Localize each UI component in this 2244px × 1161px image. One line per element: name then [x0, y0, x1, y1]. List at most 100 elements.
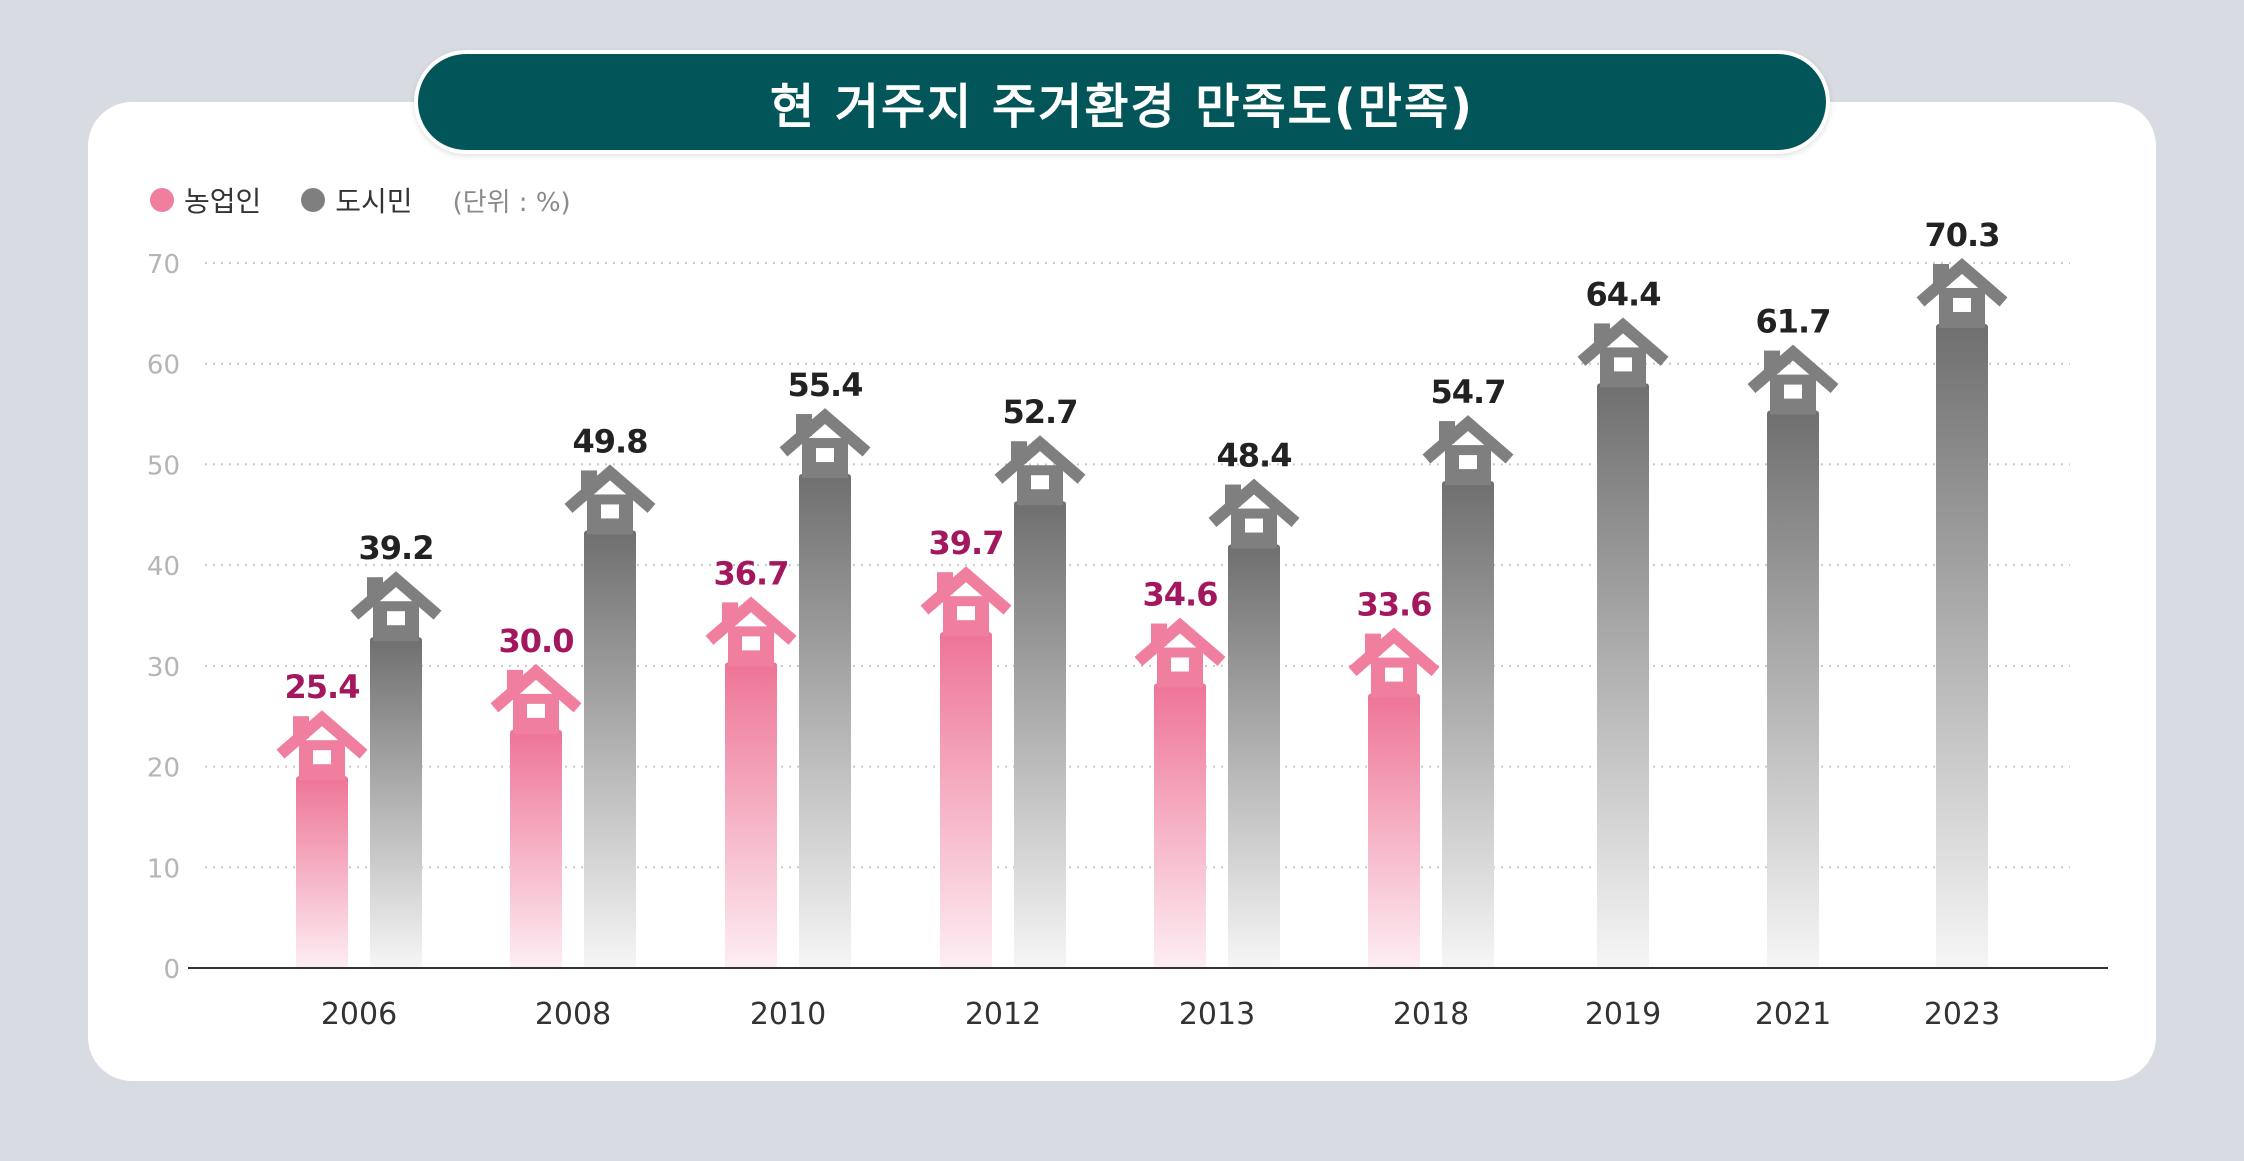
house-window	[527, 703, 545, 718]
house-window	[1459, 455, 1477, 470]
x-tick-label: 2023	[1924, 997, 2000, 1032]
house-window	[1614, 357, 1632, 372]
house-roof	[564, 464, 656, 513]
bar-farmer	[510, 729, 562, 968]
house-icon	[920, 566, 1012, 637]
house-roof	[1747, 344, 1839, 394]
data-label-city: 52.7	[1003, 393, 1078, 431]
house-icon	[564, 464, 656, 535]
bar-farmer	[725, 662, 777, 968]
house-roof	[920, 566, 1012, 615]
house-icon	[1422, 415, 1514, 486]
house-icon	[350, 571, 442, 642]
bar-city	[1767, 410, 1819, 968]
y-tick-label: 40	[147, 552, 180, 582]
bar-city	[1936, 323, 1988, 968]
house-roof	[1208, 478, 1300, 528]
house-icon	[1916, 258, 2008, 328]
house-icon	[1134, 617, 1226, 688]
house-roof	[1134, 617, 1226, 666]
house-roof	[1422, 415, 1514, 464]
y-tick-label: 70	[147, 250, 180, 280]
house-window	[742, 636, 760, 651]
bar-farmer	[1154, 683, 1206, 968]
data-label-city: 70.3	[1925, 216, 2000, 254]
data-label-farmer: 39.7	[929, 524, 1004, 562]
x-tick-label: 2013	[1179, 997, 1255, 1032]
data-label-farmer: 36.7	[714, 554, 789, 592]
data-label-city: 54.7	[1431, 373, 1506, 411]
bar-city	[1014, 501, 1066, 968]
house-roof	[276, 710, 368, 759]
house-window	[1031, 475, 1049, 490]
house-window	[1784, 384, 1802, 399]
house-window	[1171, 657, 1189, 672]
title-banner: 현 거주지 주거환경 만족도(만족)	[414, 50, 1830, 154]
house-roof	[1348, 627, 1440, 677]
legend-dot-farmer	[150, 188, 174, 212]
house-roof	[1916, 258, 2008, 307]
house-window	[1385, 667, 1403, 682]
data-label-city: 48.4	[1217, 437, 1292, 475]
house-window	[313, 750, 331, 765]
data-label-city: 61.7	[1756, 303, 1831, 341]
y-tick-label: 30	[147, 653, 180, 683]
house-window	[1953, 297, 1971, 312]
house-roof	[705, 596, 797, 645]
bar-city	[1442, 481, 1494, 968]
y-tick-label: 20	[147, 754, 180, 784]
x-tick-label: 2006	[321, 997, 397, 1032]
house-window	[957, 606, 975, 621]
legend-item-farmer: 농업인	[150, 180, 261, 220]
legend-label-farmer: 농업인	[184, 185, 262, 218]
data-label-city: 39.2	[359, 529, 434, 567]
x-tick-label: 2019	[1585, 997, 1661, 1032]
data-label-farmer: 30.0	[499, 622, 574, 660]
bar-city	[370, 637, 422, 968]
x-tick-label: 2008	[535, 997, 611, 1032]
house-icon	[490, 663, 582, 734]
data-label-farmer: 34.6	[1143, 576, 1218, 614]
data-label-farmer: 25.4	[285, 668, 360, 706]
house-roof	[1577, 317, 1669, 366]
bar-farmer	[940, 632, 992, 968]
y-tick-label: 10	[147, 854, 180, 884]
bar-city	[1228, 544, 1280, 968]
bar-city	[584, 530, 636, 968]
bar-city	[799, 474, 851, 968]
house-icon	[1208, 478, 1300, 549]
data-label-city: 49.8	[573, 422, 648, 460]
legend: 농업인 도시민 (단위 : %)	[150, 180, 571, 220]
x-axis-ticks: 2006 2008 2010 2012 2013 2018 2019 2021 2023	[321, 997, 2000, 1032]
x-tick-label: 2021	[1755, 997, 1831, 1032]
legend-dot-city	[301, 188, 326, 212]
house-window	[1245, 518, 1263, 533]
legend-unit: (단위 : %)	[452, 187, 571, 218]
house-window	[816, 448, 834, 463]
house-roof	[490, 663, 582, 713]
house-icon	[1348, 627, 1440, 698]
bar-farmer	[1368, 693, 1420, 968]
house-roof	[994, 435, 1086, 484]
x-tick-label: 2018	[1393, 997, 1469, 1032]
x-tick-label: 2012	[965, 997, 1041, 1032]
data-label-city: 64.4	[1586, 275, 1661, 313]
y-tick-label: 50	[147, 451, 180, 481]
y-axis-ticks: 0 10 20 30 40 50 60 70	[147, 250, 180, 985]
house-roof	[779, 408, 871, 457]
legend-label-city: 도시민	[335, 185, 413, 218]
house-roof	[350, 571, 442, 620]
bar-city	[1597, 383, 1649, 968]
data-label-farmer: 33.6	[1357, 586, 1432, 624]
data-label-city: 55.4	[788, 366, 863, 404]
bars: 25.4 39.2 30.0 49.8 36.7 55.4 39.7 52.7 34.6 48.4…	[276, 216, 2008, 968]
house-icon	[276, 710, 368, 781]
chart-title: 현 거주지 주거환경 만족도(만족)	[769, 79, 1475, 135]
house-icon	[1577, 317, 1669, 388]
house-icon	[994, 435, 1086, 506]
house-window	[601, 504, 619, 519]
x-tick-label: 2010	[750, 997, 826, 1032]
y-tick-label: 60	[147, 351, 180, 381]
house-icon	[705, 596, 797, 667]
